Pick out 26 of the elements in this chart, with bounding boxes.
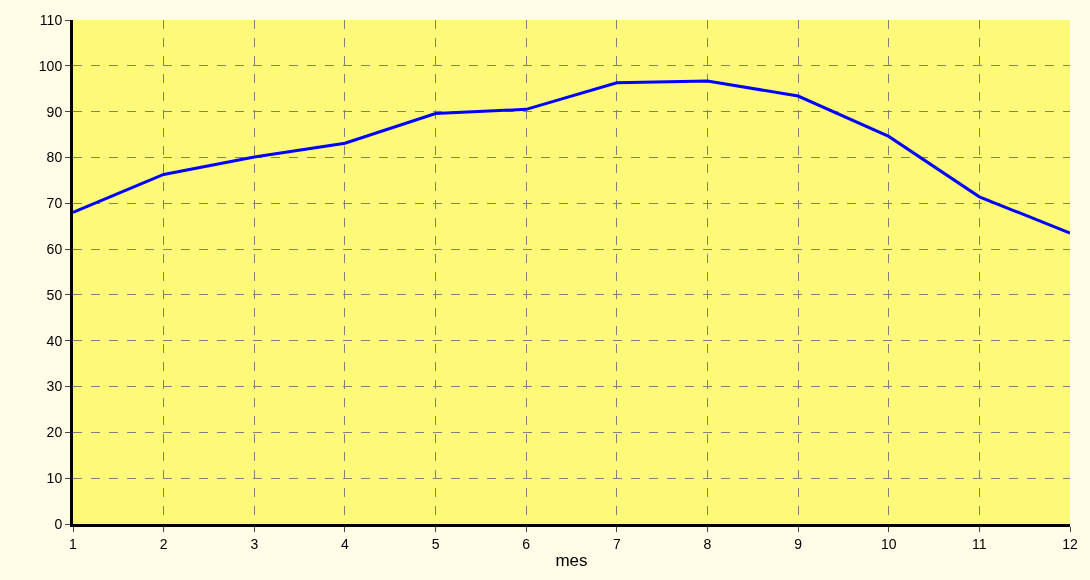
- x-tick-label: 5: [431, 535, 440, 552]
- y-tick-label: 110: [39, 11, 63, 28]
- x-tick-label: 8: [703, 535, 712, 552]
- x-tick-label: 12: [1062, 535, 1078, 552]
- x-tick-label: 9: [794, 535, 803, 552]
- y-tick-label: 40: [46, 332, 63, 349]
- y-tick-label: 50: [46, 286, 63, 303]
- x-tick-label: 7: [612, 535, 621, 552]
- y-tick-label: 20: [46, 424, 63, 441]
- line-series: [73, 79, 1070, 235]
- y-tick-label: 90: [46, 103, 63, 120]
- y-tick-label: 100: [38, 57, 63, 74]
- y-tick-label: 0: [54, 515, 63, 532]
- x-tick-label: 11: [972, 535, 987, 552]
- x-tick-label: 2: [159, 535, 168, 552]
- x-tick-label: 3: [250, 535, 259, 552]
- y-tick-label: 80: [46, 149, 63, 166]
- x-tick-label: 6: [522, 535, 531, 552]
- x-tick-label: 1: [69, 535, 78, 552]
- x-axis-title: mes: [555, 551, 588, 571]
- x-tick-label: 4: [341, 535, 350, 552]
- y-tick-label: 70: [46, 195, 63, 212]
- y-tick-label: 30: [46, 378, 63, 395]
- y-tick-label: 60: [46, 240, 63, 257]
- y-tick-label: 10: [46, 470, 63, 487]
- x-tick-label: 10: [880, 535, 897, 552]
